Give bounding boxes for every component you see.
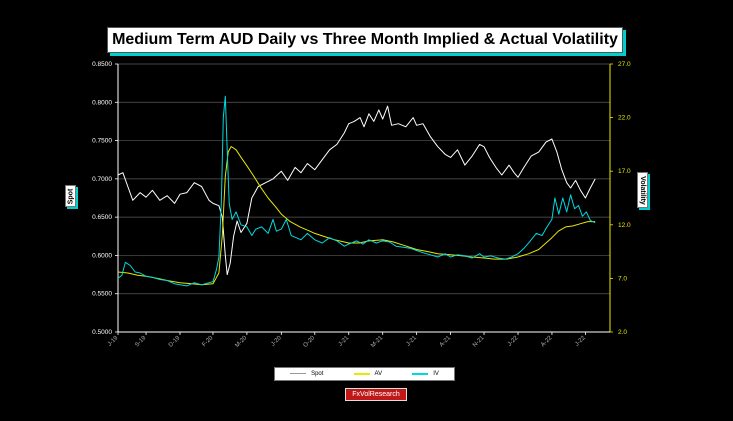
x-tick-label: J-20 <box>270 335 283 348</box>
axes <box>117 64 611 333</box>
y-tick-label: 0.5000 <box>92 329 112 336</box>
y2-axis-label: Volatility <box>637 172 648 208</box>
y-tick-label: 0.5500 <box>92 291 112 298</box>
legend-swatch-spot <box>290 373 307 375</box>
series-line-spot <box>117 105 596 276</box>
x-tick-label: M-21 <box>370 335 384 349</box>
x-tick-label: J-21 <box>406 335 419 348</box>
y2-tick-label: 27.0 <box>618 61 631 68</box>
y2-tick-label: 22.0 <box>618 115 631 122</box>
legend-label-iv: IV <box>433 371 439 377</box>
y-tick-label: 0.7500 <box>92 138 112 145</box>
legend-swatch-iv <box>412 373 429 375</box>
y-tick-label: 0.6000 <box>92 252 112 259</box>
grid-lines <box>118 63 610 333</box>
series-lines <box>117 95 596 287</box>
x-tick-label: J-19 <box>107 335 120 348</box>
series-line-iv <box>117 95 596 287</box>
x-tick-label: M-20 <box>234 335 248 349</box>
legend-item-av: AV <box>353 371 383 377</box>
y-tick-label: 0.6500 <box>92 214 112 221</box>
chart-title: Medium Term AUD Daily vs Three Month Imp… <box>107 27 623 53</box>
x-tick-label: N-21 <box>472 335 486 349</box>
legend-swatch-av <box>353 373 370 375</box>
legend-item-spot: Spot <box>290 371 323 377</box>
series-line-av <box>117 146 596 286</box>
brand-badge: FxVolResearch <box>345 388 407 401</box>
legend: Spot AV IV <box>274 367 455 381</box>
x-tick-label: J-22 <box>574 335 587 348</box>
legend-label-av: AV <box>374 371 383 377</box>
y2-tick-label: 17.0 <box>618 168 631 175</box>
y2-tick-label: 2.0 <box>618 329 627 336</box>
y-tick-label: 0.8500 <box>92 61 112 68</box>
right-axis-ticks: 2.0 7.0 12.0 17.0 22.0 27.0 <box>610 61 631 336</box>
x-axis-ticks: J-19 S-19 D-19 F-20 M-20 J-20 O-20 J-21 M-21 J-21… <box>107 332 587 349</box>
x-tick-label: D-19 <box>168 335 182 349</box>
legend-label-spot: Spot <box>311 371 324 377</box>
left-axis-ticks: 0.5000 0.5500 0.6000 0.6500 0.7000 0.7500 0.80… <box>92 61 118 336</box>
y-tick-label: 0.8000 <box>92 99 112 106</box>
y-axis-label: Spot <box>65 185 76 207</box>
y2-tick-label: 12.0 <box>618 222 631 229</box>
x-tick-label: A-21 <box>439 335 453 349</box>
x-tick-label: O-20 <box>303 335 317 349</box>
y2-tick-label: 7.0 <box>618 275 627 282</box>
x-tick-label: S-19 <box>134 335 148 349</box>
x-tick-label: F-20 <box>201 335 214 348</box>
x-tick-label: A-22 <box>540 335 554 349</box>
legend-item-iv: IV <box>412 371 439 377</box>
y-tick-label: 0.7000 <box>92 176 112 183</box>
x-tick-label: J-22 <box>507 335 520 348</box>
x-tick-label: J-21 <box>338 335 351 348</box>
